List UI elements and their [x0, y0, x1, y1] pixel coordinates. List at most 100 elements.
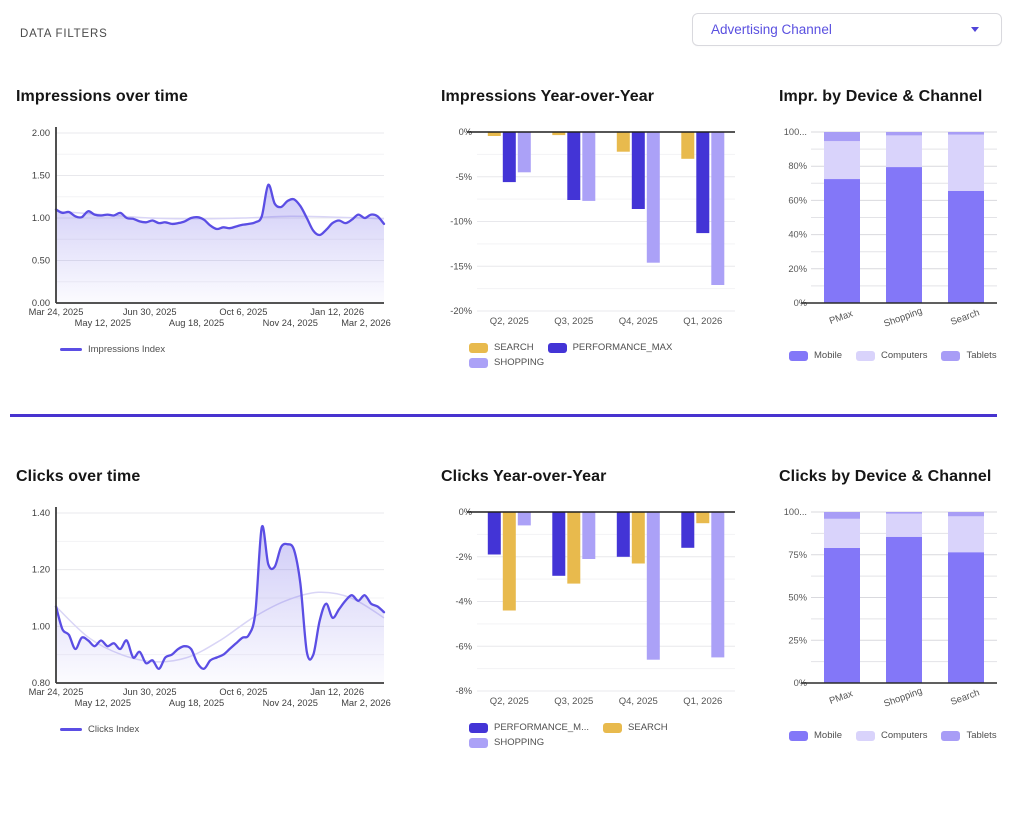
legend-label: Mobile — [814, 350, 842, 361]
clicks-device-channel-card: Clicks by Device & Channel 100... 75% 50% 2… — [779, 468, 1007, 741]
svg-text:0.80: 0.80 — [32, 678, 50, 688]
svg-text:80%: 80% — [788, 161, 807, 171]
legend-swatch — [603, 722, 623, 733]
svg-text:Oct 6, 2025: Oct 6, 2025 — [219, 307, 267, 317]
legend-label: Mobile — [814, 730, 842, 741]
clicks-yoy-card: Clicks Year-over-Year 0% -2% -4% -6% -8% Q2, … — [441, 468, 741, 748]
svg-text:Q1, 2026: Q1, 2026 — [683, 316, 722, 327]
svg-text:Mar 2, 2026: Mar 2, 2026 — [341, 318, 391, 328]
chart-legend: Clicks Index — [60, 724, 398, 735]
chart-legend: Mobile Computers Tablets — [789, 350, 1007, 361]
svg-text:Jun 30, 2025: Jun 30, 2025 — [123, 687, 177, 697]
legend-swatch — [60, 348, 82, 351]
legend-item-computers[interactable]: Computers — [856, 730, 927, 741]
svg-text:-2%: -2% — [455, 552, 472, 562]
dropdown-selected-value: Advertising Channel — [711, 22, 832, 37]
legend-item-mobile[interactable]: Mobile — [789, 730, 842, 741]
svg-text:1.50: 1.50 — [32, 171, 50, 181]
legend-swatch — [469, 737, 488, 748]
svg-text:Shopping: Shopping — [882, 686, 923, 710]
svg-text:Mar 24, 2025: Mar 24, 2025 — [29, 307, 84, 317]
svg-text:Search: Search — [949, 687, 981, 708]
svg-text:Aug 18, 2025: Aug 18, 2025 — [169, 698, 224, 708]
legend-label: Tablets — [966, 350, 997, 361]
impressions-yoy-chart[interactable]: 0% -5% -10% -15% -20% Q2, 2025 Q3, 2025 Q4, 202… — [441, 123, 741, 329]
legend-item-performance-m-[interactable]: PERFORMANCE_M... — [469, 722, 589, 733]
chart-legend: SEARCH PERFORMANCE_MAX SHOPPING — [469, 342, 741, 368]
svg-text:May 12, 2025: May 12, 2025 — [75, 698, 131, 708]
svg-text:40%: 40% — [788, 230, 807, 240]
svg-text:Q3, 2025: Q3, 2025 — [554, 316, 593, 327]
clicks-yoy-chart[interactable]: 0% -2% -4% -6% -8% Q2, 2025 Q3, 2025 Q4, 2025 Q1… — [441, 503, 741, 709]
legend-label: SEARCH — [494, 342, 534, 353]
advertising-channel-dropdown[interactable]: Advertising Channel — [692, 13, 1002, 46]
impressions-device-channel-chart[interactable]: 100... 80% 60% 40% 20% 0% PMax Shopping Search — [779, 123, 1007, 337]
svg-text:100...: 100... — [784, 507, 807, 517]
svg-text:50%: 50% — [788, 593, 807, 603]
svg-text:Q4, 2025: Q4, 2025 — [619, 696, 658, 707]
legend-item-search[interactable]: SEARCH — [603, 722, 668, 733]
svg-text:Q4, 2025: Q4, 2025 — [619, 316, 658, 327]
legend-item-performance-max[interactable]: PERFORMANCE_MAX — [547, 342, 673, 353]
legend-item-clicks-index[interactable]: Clicks Index — [60, 724, 139, 735]
svg-text:Mar 24, 2025: Mar 24, 2025 — [29, 687, 84, 697]
legend-item-tablets[interactable]: Tablets — [941, 730, 997, 741]
section-divider — [10, 414, 997, 417]
svg-text:-10%: -10% — [450, 217, 472, 227]
svg-text:PMax: PMax — [828, 308, 855, 327]
svg-text:0.00: 0.00 — [32, 298, 50, 308]
svg-text:0%: 0% — [459, 507, 472, 517]
legend-swatch — [941, 730, 961, 741]
svg-text:-4%: -4% — [455, 597, 472, 607]
svg-text:Nov 24, 2025: Nov 24, 2025 — [263, 318, 318, 328]
clicks-device-channel-chart[interactable]: 100... 75% 50% 25% 0% PMax Shopping Search — [779, 503, 1007, 717]
impressions-over-time-card: Impressions over time 2.00 1.50 1.00 0.50 0.… — [16, 88, 398, 355]
legend-label: Impressions Index — [88, 344, 166, 355]
svg-text:1.20: 1.20 — [32, 565, 50, 575]
svg-text:Search: Search — [949, 307, 981, 328]
legend-label: PERFORMANCE_MAX — [572, 342, 673, 353]
legend-item-shopping[interactable]: SHOPPING — [469, 357, 544, 368]
legend-item-impressions-index[interactable]: Impressions Index — [60, 344, 165, 355]
svg-text:Q2, 2025: Q2, 2025 — [490, 696, 529, 707]
svg-text:Q1, 2026: Q1, 2026 — [683, 696, 722, 707]
legend-item-tablets[interactable]: Tablets — [941, 350, 997, 361]
clicks-over-time-card: Clicks over time 1.40 1.20 1.00 0.80 Mar 24,… — [16, 468, 398, 735]
svg-text:75%: 75% — [788, 550, 807, 560]
svg-text:20%: 20% — [788, 264, 807, 274]
chart-title: Impressions over time — [16, 88, 188, 105]
legend-swatch — [941, 350, 961, 361]
legend-label: Tablets — [966, 730, 997, 741]
chart-title: Clicks over time — [16, 468, 141, 485]
legend-item-shopping[interactable]: SHOPPING — [469, 737, 544, 748]
svg-text:100...: 100... — [784, 127, 807, 137]
legend-label: PERFORMANCE_M... — [494, 722, 590, 733]
svg-text:-5%: -5% — [455, 172, 472, 182]
chart-title: Impr. by Device & Channel — [779, 88, 983, 105]
chart-legend: Mobile Computers Tablets — [789, 730, 1007, 741]
legend-swatch — [547, 342, 567, 353]
legend-label: Computers — [881, 350, 928, 361]
legend-label: SHOPPING — [494, 357, 545, 368]
chart-legend: PERFORMANCE_M... SEARCH SHOPPING — [469, 722, 737, 748]
legend-item-search[interactable]: SEARCH — [469, 342, 534, 353]
legend-item-computers[interactable]: Computers — [856, 350, 927, 361]
svg-text:-6%: -6% — [455, 641, 472, 651]
svg-text:Mar 2, 2026: Mar 2, 2026 — [341, 698, 391, 708]
chevron-down-icon — [971, 27, 979, 32]
svg-text:1.00: 1.00 — [32, 213, 50, 223]
svg-text:Jun 30, 2025: Jun 30, 2025 — [123, 307, 177, 317]
svg-text:25%: 25% — [788, 635, 807, 645]
svg-text:0.50: 0.50 — [32, 256, 50, 266]
legend-item-mobile[interactable]: Mobile — [789, 350, 842, 361]
svg-text:1.40: 1.40 — [32, 508, 50, 518]
svg-text:60%: 60% — [788, 195, 807, 205]
svg-text:Aug 18, 2025: Aug 18, 2025 — [169, 318, 224, 328]
chart-title: Clicks by Device & Channel — [779, 468, 992, 485]
legend-swatch — [789, 730, 808, 741]
svg-text:-20%: -20% — [450, 306, 472, 316]
legend-swatch — [856, 730, 875, 741]
chart-title: Impressions Year-over-Year — [441, 88, 655, 105]
